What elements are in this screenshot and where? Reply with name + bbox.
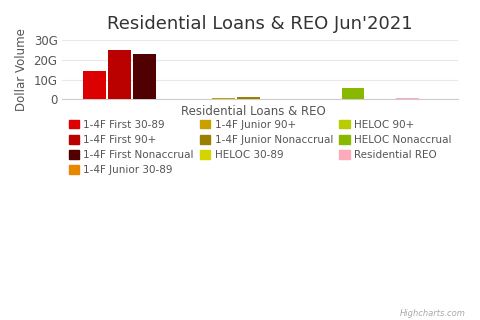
Bar — [212, 98, 235, 100]
Bar — [396, 98, 419, 100]
Bar — [237, 97, 260, 100]
Bar — [342, 88, 364, 100]
Bar — [83, 71, 106, 100]
Text: Highcharts.com: Highcharts.com — [400, 309, 466, 318]
Y-axis label: Dollar Volume: Dollar Volume — [15, 28, 28, 111]
Title: Residential Loans & REO Jun'2021: Residential Loans & REO Jun'2021 — [107, 15, 413, 33]
Bar — [108, 50, 131, 100]
Bar — [133, 54, 156, 100]
Legend: 1-4F First 30-89, 1-4F First 90+, 1-4F First Nonaccrual, 1-4F Junior 30-89, 1-4F: 1-4F First 30-89, 1-4F First 90+, 1-4F F… — [67, 118, 454, 177]
